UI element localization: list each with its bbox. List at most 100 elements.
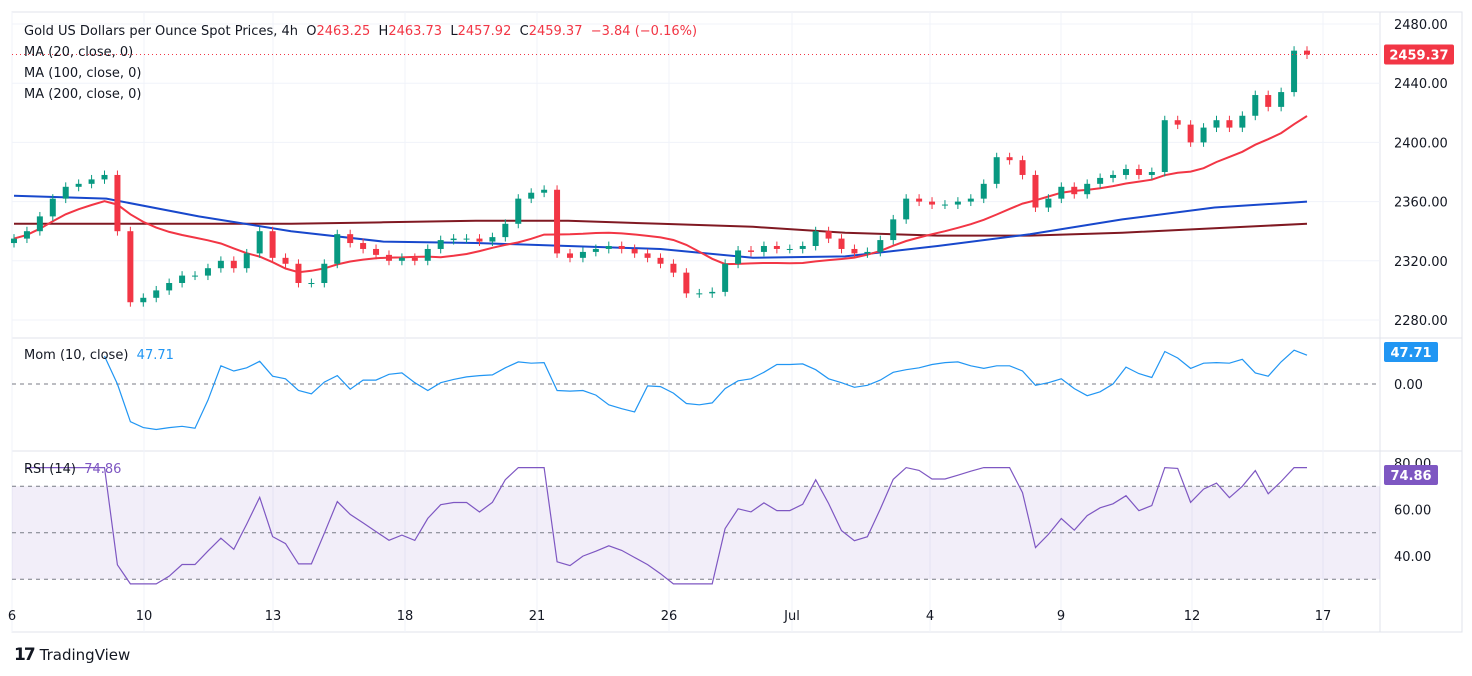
candle — [1045, 198, 1052, 208]
candle — [631, 248, 638, 254]
candle — [890, 219, 897, 241]
candle — [179, 275, 186, 283]
candle — [696, 293, 703, 295]
ma20-legend[interactable]: MA (20, close, 0) — [24, 45, 134, 60]
candle — [49, 198, 56, 217]
candle — [127, 231, 134, 303]
candle — [1265, 95, 1272, 107]
candle — [980, 183, 987, 199]
high-value: 2463.73 — [388, 24, 443, 39]
price-tick-label: 2440.00 — [1394, 77, 1448, 92]
candle — [1097, 177, 1104, 184]
symbol-legend: Gold US Dollars per Ounce Spot Prices, 4… — [24, 24, 697, 39]
candle — [1213, 120, 1220, 128]
candle — [204, 268, 211, 276]
candle — [23, 231, 30, 239]
mom-line — [103, 349, 1308, 431]
candle — [670, 263, 677, 273]
low-value: 2457.92 — [457, 24, 512, 39]
ma100-legend[interactable]: MA (100, close, 0) — [24, 66, 142, 81]
candle — [799, 246, 806, 249]
x-tick-label: 18 — [397, 609, 414, 624]
ma100-line — [13, 194, 1308, 259]
ma200-legend[interactable]: MA (200, close, 0) — [24, 87, 142, 102]
x-tick-label: 9 — [1057, 609, 1065, 624]
rsi-value: 74.86 — [84, 462, 122, 477]
candle — [967, 198, 974, 202]
candle — [463, 238, 470, 240]
candle — [502, 223, 509, 238]
price-badge-label: 2459.37 — [1389, 49, 1448, 64]
x-tick-label: 13 — [265, 609, 282, 624]
candle — [1071, 186, 1078, 195]
candle — [851, 248, 858, 254]
candle — [993, 157, 1000, 184]
candle — [1278, 92, 1285, 107]
rsi-tick-label: 60.00 — [1394, 504, 1431, 519]
x-tick-label: 6 — [8, 609, 16, 624]
candle — [864, 251, 871, 254]
candle — [295, 263, 302, 283]
candle — [373, 248, 380, 255]
candle — [954, 201, 961, 205]
candle — [760, 246, 767, 252]
candle — [140, 297, 147, 303]
candle — [36, 216, 43, 232]
candle — [1084, 183, 1091, 195]
candle — [489, 237, 496, 242]
rsi-line — [26, 466, 1307, 585]
mom-tick-label: 0.00 — [1394, 378, 1423, 393]
candle — [101, 174, 108, 180]
candle — [605, 246, 612, 249]
candle — [1252, 95, 1259, 116]
candle — [916, 198, 923, 202]
candle — [657, 257, 664, 264]
candle — [515, 198, 522, 224]
tradingview-logo[interactable]: 17 TradingView — [14, 645, 130, 665]
candle — [566, 253, 573, 258]
candle — [1032, 174, 1039, 208]
candle — [929, 201, 936, 205]
candle — [476, 238, 483, 242]
candle — [773, 246, 780, 249]
candle — [735, 250, 742, 264]
candle — [1239, 115, 1246, 128]
rsi-legend[interactable]: RSI (14) 74.86 — [24, 462, 121, 477]
candle — [450, 238, 457, 241]
candle — [1006, 157, 1013, 161]
open-label: O — [306, 24, 317, 39]
candle — [269, 231, 276, 258]
candle — [1200, 127, 1207, 143]
mom-label: Mom (10, close) — [24, 348, 129, 363]
change-value: −3.84 (−0.16%) — [590, 24, 698, 39]
candle — [1161, 120, 1168, 172]
candle — [1019, 160, 1026, 175]
open-value: 2463.25 — [316, 24, 371, 39]
candle — [877, 240, 884, 252]
candle — [709, 291, 716, 294]
ma20-line — [13, 115, 1308, 274]
candle — [1148, 172, 1155, 175]
candle — [1304, 50, 1310, 55]
candle — [243, 253, 250, 269]
close-value: 2459.37 — [528, 24, 583, 39]
candle — [385, 254, 392, 261]
x-tick-label: 17 — [1315, 609, 1332, 624]
candle — [424, 248, 431, 261]
candle — [903, 198, 910, 220]
candle — [62, 186, 69, 199]
x-tick-label: 10 — [136, 609, 153, 624]
candle — [786, 248, 793, 250]
candle — [256, 231, 263, 254]
high-label: H — [378, 24, 389, 39]
candle — [411, 257, 418, 261]
x-tick-label: 21 — [529, 609, 546, 624]
candle — [1135, 169, 1142, 175]
price-tick-label: 2480.00 — [1394, 18, 1448, 33]
mom-legend[interactable]: Mom (10, close) 47.71 — [24, 348, 174, 363]
candle — [618, 246, 625, 249]
candle — [941, 204, 948, 206]
candle — [88, 179, 95, 184]
